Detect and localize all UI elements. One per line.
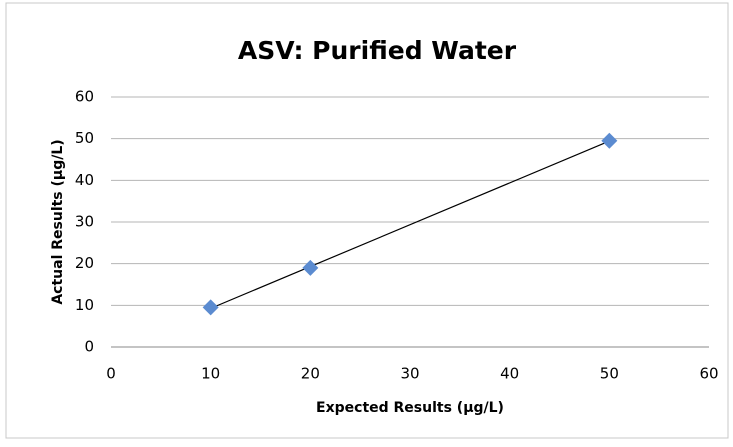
y-tick-label: 30 [75, 213, 94, 231]
x-tick-label: 50 [600, 365, 619, 383]
x-tick-label: 0 [106, 365, 116, 383]
trendline [210, 140, 610, 309]
x-tick-label: 10 [201, 365, 220, 383]
x-axis-label: Expected Results (µg/L) [316, 400, 504, 416]
y-tick-label: 40 [75, 171, 94, 189]
y-tick-label: 60 [75, 88, 94, 106]
point [601, 132, 618, 149]
chart-border [5, 2, 729, 439]
x-tick-label: 20 [301, 365, 320, 383]
y-tick-label: 50 [75, 129, 94, 147]
y-axis-label: Actual Results (µg/L) [50, 139, 66, 304]
point [302, 259, 319, 276]
x-tick-label: 40 [500, 365, 519, 383]
x-tick-label: 60 [699, 365, 718, 383]
y-tick-label: 10 [75, 296, 94, 314]
point [202, 299, 219, 316]
x-tick-label: 30 [400, 365, 419, 383]
y-tick-label: 20 [75, 254, 94, 272]
y-tick-label: 0 [84, 338, 94, 356]
chart-title: ASV: Purified Water [238, 36, 517, 65]
